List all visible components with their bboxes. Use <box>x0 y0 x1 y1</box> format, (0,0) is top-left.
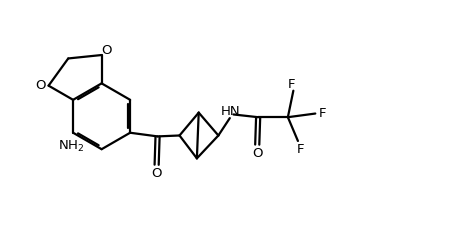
Text: HN: HN <box>220 104 240 117</box>
Text: F: F <box>288 78 295 90</box>
Text: O: O <box>252 146 263 159</box>
Text: O: O <box>101 44 112 57</box>
Text: NH$_2$: NH$_2$ <box>58 138 84 153</box>
Text: F: F <box>297 142 304 155</box>
Text: F: F <box>318 107 326 120</box>
Text: O: O <box>151 166 162 179</box>
Text: O: O <box>35 79 45 92</box>
